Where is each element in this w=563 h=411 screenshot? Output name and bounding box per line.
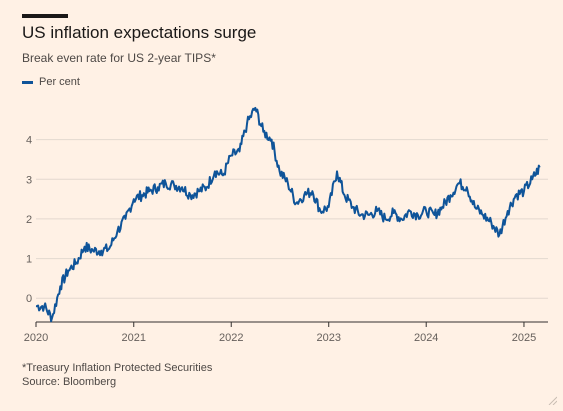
- x-tick-label: 2021: [122, 332, 146, 344]
- legend: Per cent: [22, 76, 80, 88]
- y-tick-label: 2: [26, 214, 32, 226]
- chart-title: US inflation expectations surge: [22, 23, 257, 42]
- title-rule: [22, 14, 68, 18]
- chart-subtitle: Break even rate for US 2-year TIPS*: [22, 51, 216, 65]
- x-tick-label: 2020: [24, 332, 48, 344]
- x-tick-label: 2023: [316, 332, 340, 344]
- legend-label: Per cent: [39, 76, 80, 88]
- footnote: *Treasury Inflation Protected Securities: [22, 362, 213, 374]
- y-tick-label: 1: [26, 254, 32, 266]
- x-tick-label: 2022: [219, 332, 243, 344]
- resize-grip-icon[interactable]: [547, 395, 557, 405]
- y-tick-label: 4: [26, 135, 32, 147]
- x-tick-label: 2025: [512, 332, 536, 344]
- gridlines: [36, 139, 548, 299]
- y-tick-label: 0: [26, 293, 32, 305]
- y-tick-label: 3: [26, 174, 32, 186]
- source-note: Source: Bloomberg: [22, 376, 117, 388]
- x-axis-ticks: 2020 2021 2022 2023 2024 2025: [24, 322, 536, 344]
- x-tick-label: 2024: [414, 332, 438, 344]
- series-line-per-cent: [35, 106, 541, 323]
- legend-swatch: [22, 80, 33, 84]
- y-axis-ticks: 0 1 2 3 4: [26, 135, 32, 306]
